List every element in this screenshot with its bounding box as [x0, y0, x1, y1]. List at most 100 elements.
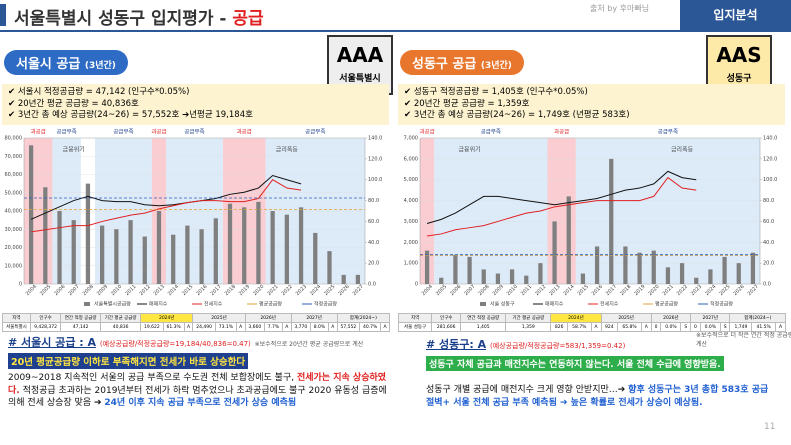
paragraph-part: 전세가는 지속 상승하였다. [8, 373, 387, 396]
bar [708, 269, 713, 284]
grade: AAS [716, 43, 762, 67]
right-pill: 성동구 공급 (3년간) [400, 50, 524, 75]
charts: 과공급 공급부족 공급부족 과공급 공급부족 과공급 공급부족 0 10,000 20,000 30… [5, 128, 778, 308]
y2-tick-label: 100.0 [368, 177, 382, 183]
bullet: ✔ 20년간 평균 공급량 = 40,836호 [8, 98, 139, 109]
table-cell: 281,606 [431, 322, 462, 332]
zone [547, 138, 576, 284]
y2-tick-label: 20.0 [763, 261, 774, 267]
bar [298, 207, 304, 284]
x-tick-label: 2006 [449, 284, 462, 297]
x-tick-label: 2004 [25, 284, 38, 297]
bar [242, 207, 247, 284]
x-tick-label: 2021 [662, 284, 675, 297]
left-pill: 서울시 공급 (3년간) [4, 50, 128, 75]
x-tick-label: 2008 [477, 284, 490, 297]
table-cell: 924 [600, 322, 619, 332]
bar [651, 250, 656, 284]
table-head-row: 지역 인구수 연간 적정 공급량 기간 평균 공급량 2024년 2025년 2026년 20… [397, 313, 786, 323]
x-tick-label: 2015 [181, 284, 194, 297]
bar [637, 252, 642, 284]
table-cell: 서울 성동구 [397, 322, 433, 332]
bar [694, 277, 699, 284]
x-tick-label: 2005 [39, 284, 52, 297]
x-tick-label: 2027 [352, 284, 365, 297]
zone-label: 공급부족 [184, 129, 204, 136]
bar [481, 269, 486, 284]
bar [199, 229, 204, 284]
table-cell: 0.0% [699, 322, 721, 332]
bar [566, 196, 571, 284]
x-tick-label: 2014 [562, 284, 575, 297]
y2-tick-label: 40.0 [368, 240, 379, 246]
legend-label: 서울 성동구 [490, 301, 515, 308]
bullet: ✔ 20년간 평균 공급량 = 1,359호 [404, 98, 530, 109]
x-tick-label: 2012 [139, 284, 152, 297]
index-line [427, 176, 697, 237]
bar [495, 273, 501, 284]
y-tick-label: 2,000 [404, 240, 418, 246]
header: 서울특별시 성동구 입지평가 - 공급 출처 by 후아빠님 입지분석 [0, 0, 791, 32]
y2-tick-label: 140.0 [763, 136, 777, 142]
x-tick-label: 2019 [633, 284, 646, 297]
y-tick-label: 1,000 [404, 261, 418, 267]
x-tick-label: 2018 [224, 284, 237, 297]
zone [575, 138, 760, 284]
table-cell: 0.0% [660, 322, 682, 332]
title-accent: 공급 [232, 9, 264, 29]
bar [750, 252, 756, 284]
index-line [426, 170, 697, 224]
legend-label: 적정공급량 [314, 301, 337, 308]
table-head-cell: 2025년 [600, 313, 652, 323]
bar [57, 211, 62, 284]
table-cell: A [640, 322, 652, 332]
x-tick-label: 2019 [238, 284, 251, 297]
annotation: 금융위기 [63, 146, 85, 154]
x-tick-label: 2021 [266, 284, 279, 297]
y2-tick-label: 140.0 [368, 136, 382, 142]
y2-tick-label: 20.0 [368, 261, 379, 267]
header-accent-bar [0, 4, 6, 26]
table-head-cell: 2024년 [140, 313, 194, 323]
bar [256, 201, 261, 284]
right-table: 지역 인구수 연간 적정 공급량 기간 평균 공급량 2024년 2025년 2026년 20… [397, 313, 787, 332]
paragraph-part: 적정공급 초과하는 2019년부터 전세가 하락 멈추었으나 초과공급에도 불구… [8, 385, 387, 409]
table-cell: A [774, 322, 787, 332]
y-tick-label: 60,000 [5, 172, 23, 178]
grade-sub: 성동구 [726, 74, 752, 84]
x-tick-label: 2010 [506, 284, 519, 297]
table-cell: 40.7% [359, 322, 382, 332]
bar [114, 229, 119, 284]
table-cell: 8.0% [310, 322, 329, 332]
zone-label: 공급부족 [113, 129, 133, 136]
x-tick-label: 2016 [591, 284, 604, 297]
table-cell: 47,142 [60, 322, 102, 332]
x-tick-label: 2013 [153, 284, 166, 297]
annotation: 금융위기 [459, 146, 481, 154]
table-cell: 9,428,372 [29, 322, 62, 332]
right-bullets: ✔ 성동구 적정공급량 = 1,405호 (인구수*0.05%) ✔ 20년간 평… [398, 84, 785, 125]
bar [722, 256, 727, 284]
bar [270, 211, 275, 284]
paragraph: 성동구 개별 공급에 매전지수 크게 영향 안받지만…➔ 향후 성동구는 3년 … [426, 384, 771, 409]
bar [467, 256, 472, 284]
x-tick-label: 2025 [323, 284, 336, 297]
table-cell: S [680, 322, 692, 332]
y-tick-label: 3,000 [404, 219, 418, 225]
table-cell: A [327, 322, 338, 332]
x-tick-label: 2009 [492, 284, 505, 297]
zone-label: 과공급 [419, 128, 434, 136]
table-head-cell: 합계(2024~) [336, 313, 391, 323]
legend-label: 평균공급량 [259, 301, 282, 308]
x-tick-label: 2023 [690, 284, 703, 297]
table-head-cell: 기간 평균 공급량 [505, 313, 552, 323]
bar [284, 214, 289, 284]
right-text: # 성동구: A (예상공급량/적정공급량=583/1,359=0.42) ※보… [426, 332, 791, 409]
zone-label: 과공급 [151, 128, 166, 136]
bar [665, 267, 671, 284]
y-tick-label: 10,000 [5, 263, 23, 269]
remark: ※보수적으로 더 작은 연간 적정 공급량으로 계산 [696, 332, 791, 348]
table-head-cell: 연간 적정 공급량 [460, 313, 507, 323]
remark: ※보수적으로 20년간 평균 공급량으로 계산 [254, 341, 364, 348]
